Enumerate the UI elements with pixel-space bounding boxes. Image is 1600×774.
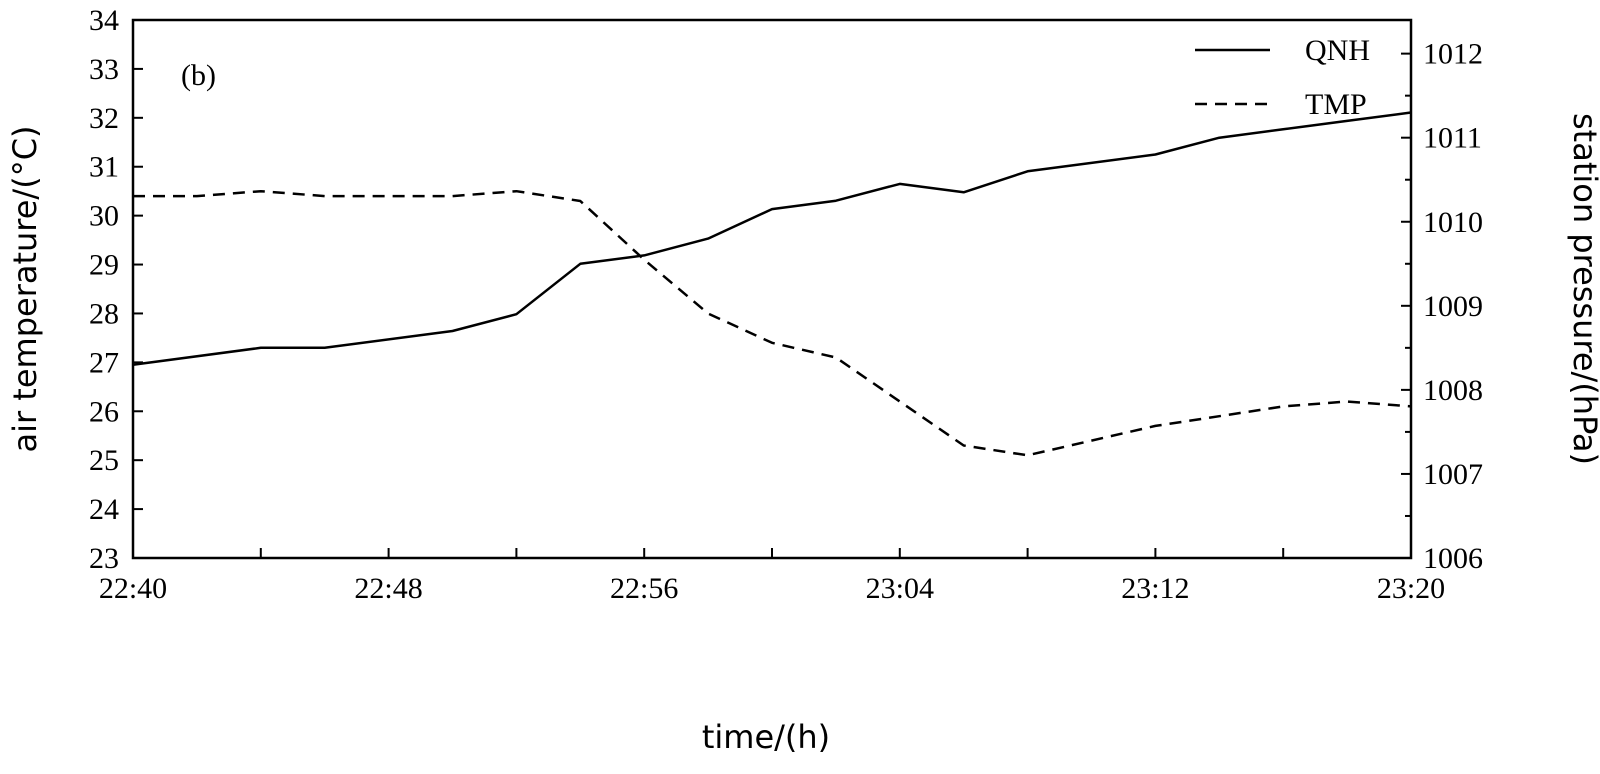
y-right-tick-label: 1012 — [1423, 38, 1483, 71]
x-tick-label: 23:20 — [1377, 572, 1445, 605]
series-line-tmp — [133, 189, 1412, 457]
panel-label: (b) — [181, 59, 216, 92]
y-right-tick-label: 1006 — [1423, 542, 1483, 575]
y-left-tick-label: 29 — [89, 249, 119, 282]
x-tick-label: 22:48 — [354, 572, 422, 605]
axes-group: 22:40 22:48 22:56 23:04 23:12 23:20 23 24 25 26 27… — [89, 4, 1483, 605]
y-left-tick-label: 32 — [89, 102, 119, 135]
y-left-tick-label: 24 — [89, 493, 119, 526]
x-tick-label: 23:04 — [866, 572, 934, 605]
y-left-tick-label: 30 — [89, 200, 119, 233]
y-axis-title-left: air temperature/(°C) — [6, 125, 44, 452]
y-left-tick-label: 25 — [89, 444, 119, 477]
y-right-tick-label: 1011 — [1423, 122, 1482, 155]
x-tick-label: 22:40 — [99, 572, 167, 605]
y-axis-title-right: station pressure/(hPa) — [1566, 113, 1600, 465]
series-layer — [132, 111, 1412, 457]
y-right-tick-label: 1010 — [1423, 206, 1483, 239]
y-right-tick-label: 1009 — [1423, 290, 1483, 323]
y-right-tick-label: 1008 — [1423, 374, 1483, 407]
legend-label-tmp: TMP — [1305, 88, 1367, 121]
x-tick-label: 23:12 — [1121, 572, 1189, 605]
y-left-tick-label: 23 — [89, 542, 119, 575]
y-left-tick-label: 28 — [89, 297, 119, 330]
y-right-tick-label: 1007 — [1423, 458, 1483, 491]
series-line-qnh — [132, 111, 1412, 366]
plot-frame — [131, 18, 1413, 560]
x-tick-label: 22:56 — [610, 572, 678, 605]
y-left-tick-label: 27 — [89, 346, 119, 379]
y-left-tick-label: 34 — [89, 4, 119, 37]
y-left-tick-label: 26 — [89, 395, 119, 428]
legend-label-qnh: QNH — [1305, 34, 1370, 67]
y-left-tick-label: 33 — [89, 53, 119, 86]
legend: QNH TMP — [1195, 34, 1370, 121]
y-left-tick-label: 31 — [89, 151, 119, 184]
x-axis-title: time/(h) — [702, 718, 830, 756]
